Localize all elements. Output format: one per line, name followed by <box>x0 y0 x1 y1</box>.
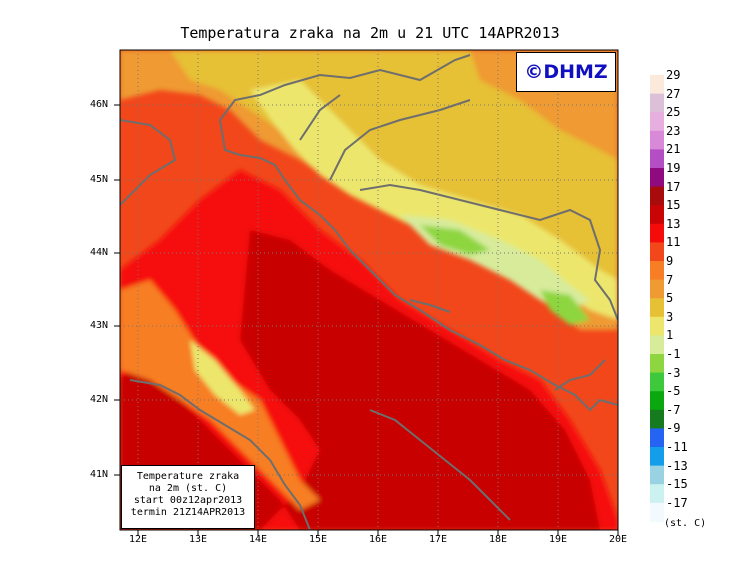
legend-swatch <box>650 279 664 299</box>
legend-label: 7 <box>666 272 674 287</box>
legend-swatch <box>650 186 664 206</box>
legend-label: 15 <box>666 198 681 213</box>
legend-label: -5 <box>666 384 681 399</box>
legend-label: -15 <box>666 477 688 492</box>
legend-swatch <box>650 149 664 169</box>
lon-label-13e: 13E <box>188 534 208 545</box>
legend-label: 17 <box>666 179 681 194</box>
legend-label: -7 <box>666 402 681 417</box>
legend-swatch <box>650 261 664 281</box>
legend-label: 3 <box>666 309 674 324</box>
legend-label: 21 <box>666 142 681 157</box>
legend-label: -9 <box>666 421 681 436</box>
legend-swatch <box>650 465 664 485</box>
legend-swatch <box>650 484 664 504</box>
legend-swatch <box>650 130 664 150</box>
info-line-4: termin 21Z14APR2013 <box>130 507 246 518</box>
lat-label-42n: 42N <box>90 394 109 405</box>
legend-swatch <box>650 409 664 429</box>
legend-label: -3 <box>666 365 681 380</box>
legend-swatch <box>650 354 664 374</box>
lat-label-43n: 43N <box>90 320 109 331</box>
legend-swatch <box>650 502 664 522</box>
legend-swatch <box>650 335 664 355</box>
info-line-1: Temperature zraka <box>136 471 240 482</box>
lat-label-44n: 44N <box>90 247 109 258</box>
legend-label: -1 <box>666 347 681 361</box>
legend-swatch <box>650 391 664 411</box>
lon-label-17e: 17E <box>428 534 448 545</box>
legend-swatch <box>650 316 664 336</box>
legend-swatch <box>650 75 664 95</box>
legend-label: 25 <box>666 105 681 120</box>
legend-swatch <box>650 205 664 225</box>
legend-label: 13 <box>666 216 681 231</box>
legend-label: -17 <box>666 495 688 510</box>
map-title: Temperatura zraka na 2m u 21 UTC 14APR20… <box>180 24 560 42</box>
legend-swatch <box>650 447 664 467</box>
legend-swatch <box>650 298 664 318</box>
temp-area-frost <box>420 225 590 325</box>
lon-label-20e: 20E <box>608 534 628 545</box>
lat-label-46n: 46N <box>90 99 109 110</box>
legend-label: 27 <box>666 86 681 101</box>
legend-colorbar <box>650 75 664 522</box>
legend-label: 29 <box>666 68 681 82</box>
legend-swatch <box>650 428 664 448</box>
lon-label-15e: 15E <box>308 534 328 545</box>
legend-label: -11 <box>666 440 688 454</box>
legend-label: 19 <box>666 161 681 175</box>
info-line-2: na 2m (st. C) <box>148 483 228 494</box>
legend-label: 11 <box>666 235 681 250</box>
legend-label: 5 <box>666 291 674 306</box>
legend-unit: (st. C) <box>664 518 707 529</box>
legend-label: -13 <box>666 458 688 473</box>
legend-swatch <box>650 168 664 188</box>
temp-area-sea <box>120 230 600 530</box>
legend-label: 9 <box>666 254 674 268</box>
legend-label: 1 <box>666 328 674 343</box>
legend-swatch <box>650 242 664 262</box>
legend-swatch <box>650 112 664 132</box>
lat-label-41n: 41N <box>90 469 109 480</box>
lon-label-14e: 14E <box>248 534 268 545</box>
info-line-3: start 00z12apr2013 <box>133 495 243 506</box>
lon-label-18e: 18E <box>488 534 508 545</box>
lon-label-16e: 16E <box>368 534 388 545</box>
info-box: Temperature zraka na 2m (st. C) start 00… <box>121 465 255 529</box>
lon-label-19e: 19E <box>548 534 568 545</box>
dhmz-logo: ©DHMZ <box>516 52 616 92</box>
temp-area-italy-cold <box>190 340 255 415</box>
legend-swatch <box>650 93 664 113</box>
lat-label-45n: 45N <box>90 174 109 185</box>
lon-label-12e: 12E <box>128 534 148 545</box>
legend-swatch <box>650 223 664 243</box>
legend-label: 23 <box>666 123 681 138</box>
legend-swatch <box>650 372 664 392</box>
